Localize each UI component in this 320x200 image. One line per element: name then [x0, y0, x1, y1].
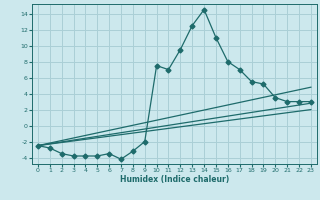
X-axis label: Humidex (Indice chaleur): Humidex (Indice chaleur)	[120, 175, 229, 184]
